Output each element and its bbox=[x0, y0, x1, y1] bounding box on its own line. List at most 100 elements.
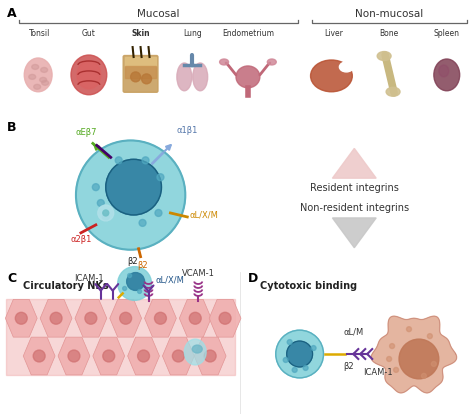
Ellipse shape bbox=[34, 84, 41, 89]
Text: αEβ7: αEβ7 bbox=[76, 129, 98, 137]
Circle shape bbox=[127, 273, 145, 290]
Text: Spleen: Spleen bbox=[434, 29, 460, 38]
Circle shape bbox=[283, 357, 288, 362]
Text: α1β1: α1β1 bbox=[176, 127, 198, 135]
Circle shape bbox=[292, 367, 297, 372]
Text: Bone: Bone bbox=[380, 29, 399, 38]
Ellipse shape bbox=[71, 55, 107, 95]
Polygon shape bbox=[75, 299, 107, 337]
Circle shape bbox=[142, 157, 149, 164]
Circle shape bbox=[287, 339, 292, 344]
Ellipse shape bbox=[219, 59, 228, 65]
Polygon shape bbox=[145, 299, 176, 337]
Circle shape bbox=[76, 140, 185, 250]
Text: D: D bbox=[248, 271, 258, 285]
Polygon shape bbox=[93, 337, 125, 375]
Ellipse shape bbox=[193, 63, 208, 91]
Circle shape bbox=[155, 210, 162, 217]
Circle shape bbox=[102, 213, 109, 220]
Circle shape bbox=[390, 344, 394, 349]
Ellipse shape bbox=[386, 87, 400, 96]
Ellipse shape bbox=[434, 59, 460, 91]
Text: Circulatory NKs: Circulatory NKs bbox=[23, 281, 109, 290]
Circle shape bbox=[276, 330, 323, 378]
Ellipse shape bbox=[192, 345, 202, 353]
Text: β2: β2 bbox=[128, 256, 138, 266]
Polygon shape bbox=[163, 337, 194, 375]
Text: Liver: Liver bbox=[324, 29, 343, 38]
Circle shape bbox=[204, 350, 216, 362]
Polygon shape bbox=[179, 299, 211, 337]
Circle shape bbox=[155, 312, 166, 324]
Ellipse shape bbox=[29, 74, 36, 79]
Text: Mucosal: Mucosal bbox=[137, 9, 180, 20]
Circle shape bbox=[103, 350, 115, 362]
Circle shape bbox=[142, 74, 152, 84]
Circle shape bbox=[421, 374, 427, 378]
Ellipse shape bbox=[40, 77, 46, 82]
Circle shape bbox=[68, 350, 80, 362]
Text: αL/X/M: αL/X/M bbox=[155, 275, 184, 284]
Ellipse shape bbox=[24, 58, 52, 92]
Circle shape bbox=[407, 327, 411, 332]
Ellipse shape bbox=[177, 63, 192, 91]
Circle shape bbox=[157, 174, 164, 181]
Circle shape bbox=[137, 289, 142, 293]
Text: α2β1: α2β1 bbox=[71, 235, 92, 244]
Text: Skin: Skin bbox=[131, 29, 150, 38]
Polygon shape bbox=[110, 299, 142, 337]
Text: B: B bbox=[8, 121, 17, 134]
Text: Non-resident integrins: Non-resident integrins bbox=[300, 203, 409, 213]
Circle shape bbox=[123, 286, 127, 290]
Text: β2: β2 bbox=[137, 261, 148, 270]
Circle shape bbox=[128, 273, 132, 278]
Ellipse shape bbox=[41, 68, 47, 72]
Ellipse shape bbox=[42, 81, 49, 85]
Polygon shape bbox=[332, 149, 376, 178]
Polygon shape bbox=[332, 218, 376, 248]
Text: Gut: Gut bbox=[82, 29, 96, 38]
Circle shape bbox=[428, 334, 432, 339]
Circle shape bbox=[85, 312, 97, 324]
Text: Non-mucosal: Non-mucosal bbox=[355, 9, 423, 20]
Circle shape bbox=[189, 312, 201, 324]
Polygon shape bbox=[5, 299, 37, 337]
Ellipse shape bbox=[377, 51, 391, 61]
Text: Endometrium: Endometrium bbox=[222, 29, 274, 38]
Text: Tonsil: Tonsil bbox=[28, 29, 50, 38]
Circle shape bbox=[98, 205, 114, 221]
Ellipse shape bbox=[267, 59, 276, 65]
Circle shape bbox=[15, 312, 27, 324]
Circle shape bbox=[303, 366, 308, 371]
Circle shape bbox=[120, 312, 132, 324]
Text: Resident integrins: Resident integrins bbox=[310, 183, 399, 193]
Circle shape bbox=[173, 350, 184, 362]
Circle shape bbox=[103, 210, 109, 216]
Text: ICAM-1: ICAM-1 bbox=[74, 274, 104, 283]
Text: ICAM-1: ICAM-1 bbox=[363, 368, 393, 377]
Bar bbox=[125, 66, 156, 78]
Circle shape bbox=[137, 350, 149, 362]
Text: αL/M: αL/M bbox=[343, 327, 364, 336]
Text: C: C bbox=[8, 271, 17, 285]
Text: αL/X/M: αL/X/M bbox=[189, 210, 218, 220]
Circle shape bbox=[131, 72, 141, 82]
Bar bbox=[125, 57, 156, 66]
Text: VCAM-1: VCAM-1 bbox=[182, 269, 215, 278]
FancyBboxPatch shape bbox=[123, 56, 158, 92]
Polygon shape bbox=[371, 316, 456, 393]
Circle shape bbox=[118, 266, 152, 300]
Circle shape bbox=[97, 200, 104, 207]
Circle shape bbox=[431, 361, 437, 366]
Circle shape bbox=[33, 350, 45, 362]
Ellipse shape bbox=[77, 61, 101, 89]
Polygon shape bbox=[23, 337, 55, 375]
Polygon shape bbox=[209, 299, 241, 337]
Circle shape bbox=[50, 312, 62, 324]
Text: Cytotoxic binding: Cytotoxic binding bbox=[260, 281, 357, 290]
Ellipse shape bbox=[32, 64, 39, 69]
Circle shape bbox=[106, 159, 162, 215]
Ellipse shape bbox=[184, 339, 206, 365]
Ellipse shape bbox=[310, 60, 352, 92]
Ellipse shape bbox=[236, 66, 260, 88]
